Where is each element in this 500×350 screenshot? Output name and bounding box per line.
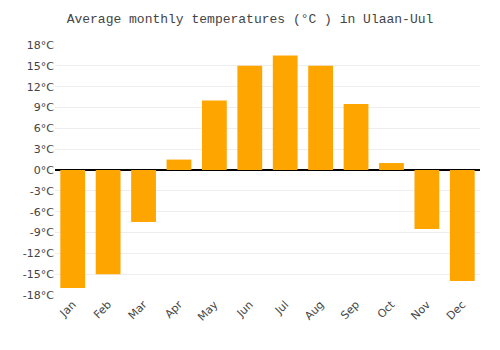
svg-text:Apr: Apr [162, 298, 185, 321]
svg-text:Oct: Oct [375, 298, 398, 321]
svg-text:-12°C: -12°C [23, 247, 54, 260]
svg-text:Average monthly temperatures (: Average monthly temperatures (°C ) in Ul… [67, 12, 434, 27]
svg-text:Aug: Aug [302, 298, 326, 322]
svg-text:-6°C: -6°C [30, 206, 54, 219]
svg-text:9°C: 9°C [34, 101, 54, 114]
svg-text:-9°C: -9°C [30, 226, 54, 239]
svg-text:15°C: 15°C [27, 60, 54, 73]
svg-text:Sep: Sep [338, 298, 362, 322]
svg-text:-3°C: -3°C [30, 185, 54, 198]
svg-text:0°C: 0°C [34, 164, 54, 177]
svg-text:Mar: Mar [126, 298, 150, 322]
svg-text:-15°C: -15°C [23, 268, 54, 281]
svg-text:12°C: 12°C [27, 81, 54, 94]
svg-text:Jun: Jun [234, 298, 256, 320]
svg-text:Jan: Jan [57, 298, 79, 320]
svg-text:May: May [195, 298, 221, 324]
svg-text:6°C: 6°C [34, 122, 54, 135]
svg-text:-18°C: -18°C [23, 289, 54, 302]
svg-text:3°C: 3°C [34, 143, 54, 156]
svg-text:Nov: Nov [409, 298, 434, 323]
svg-text:Jul: Jul [272, 298, 291, 317]
svg-text:Feb: Feb [91, 298, 114, 321]
svg-text:Dec: Dec [444, 298, 468, 322]
svg-text:18°C: 18°C [27, 39, 54, 52]
